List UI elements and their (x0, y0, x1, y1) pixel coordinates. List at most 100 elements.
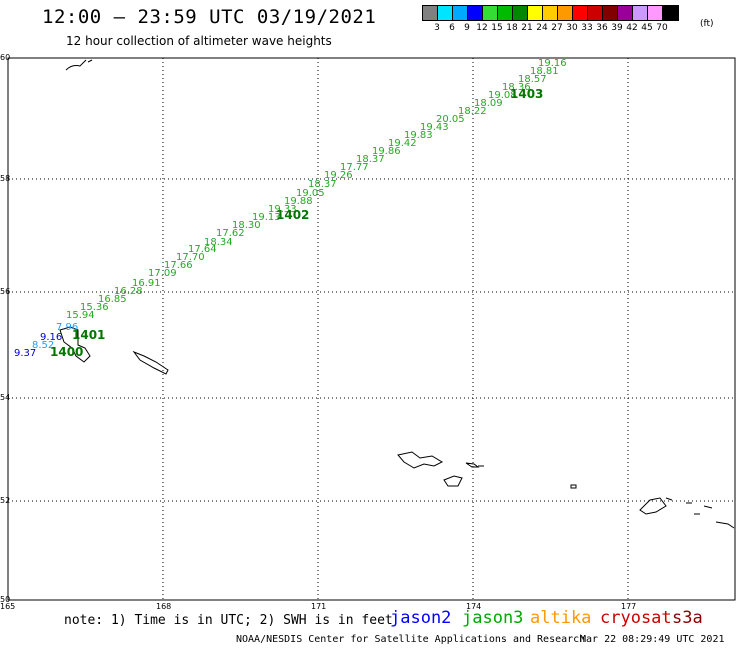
lon-tick: 171 (311, 602, 326, 611)
color-scale-swatches (422, 5, 679, 21)
color-swatch (543, 6, 558, 20)
legend-jason2: jason2 (390, 608, 452, 628)
color-swatch (423, 6, 438, 20)
legend-s3a: s3a (672, 608, 703, 628)
swh-label: 17.09 (148, 268, 177, 279)
page-subtitle: 12 hour collection of altimeter wave hei… (66, 34, 332, 48)
swh-label: 18.37 (356, 154, 385, 165)
swh-label: 19.42 (388, 138, 417, 149)
map-frame (7, 57, 736, 601)
lon-tick: 168 (156, 602, 171, 611)
color-swatch (633, 6, 648, 20)
lat-tick: 60 (0, 53, 10, 62)
swh-label: 17.64 (188, 244, 217, 255)
color-swatch (498, 6, 513, 20)
color-scale-label: 21 (521, 23, 533, 33)
legend-jason3: jason3 (462, 608, 524, 628)
kiska-island (639, 497, 673, 515)
color-scale-label: 6 (449, 23, 455, 33)
altimeter-track-labels: 19.1618.8118.5718.3619.0818.0918.2220.05… (14, 58, 567, 359)
lon-tick: 177 (621, 602, 636, 611)
swh-label: 17.62 (216, 228, 245, 239)
swh-label: 9.37 (14, 348, 36, 359)
color-scale-label: 27 (551, 23, 563, 33)
semichi-island (443, 475, 463, 487)
color-scale-label: 24 (536, 23, 548, 33)
time-label: 1403 (510, 87, 543, 101)
lat-tick: 50 (0, 595, 10, 604)
kamchatka-coast (65, 59, 93, 71)
swh-label: 7.96 (56, 322, 78, 333)
lon-tick: 165 (0, 602, 15, 611)
color-swatch (483, 6, 498, 20)
buldir-island (570, 484, 577, 489)
swh-label: 17.66 (164, 260, 193, 271)
color-swatch (573, 6, 588, 20)
swh-label: 19.33 (268, 204, 297, 215)
color-scale-label: 33 (581, 23, 593, 33)
color-scale-label: 45 (641, 23, 653, 33)
lat-tick: 54 (0, 393, 10, 402)
swh-label: 18.36 (502, 82, 531, 93)
color-scale-label: 9 (464, 23, 470, 33)
page-title: 12:00 – 23:59 UTC 03/19/2021 (42, 6, 377, 28)
color-scale-label: 39 (611, 23, 623, 33)
swh-label: 19.08 (488, 90, 517, 101)
color-swatch (603, 6, 618, 20)
legend-altika: altika (530, 608, 592, 628)
color-scale-label: 15 (491, 23, 503, 33)
color-scale-label: 42 (626, 23, 638, 33)
swh-label: 18.09 (474, 98, 503, 109)
color-scale-label: 36 (596, 23, 608, 33)
coastlines (59, 59, 735, 529)
swh-label: 19.16 (538, 58, 567, 69)
swh-label: 16.85 (98, 294, 127, 305)
color-swatch (528, 6, 543, 20)
swh-label: 18.34 (204, 237, 233, 248)
color-scale-label: 18 (506, 23, 518, 33)
swh-label: 19.43 (420, 122, 449, 133)
swh-label: 19.13 (252, 212, 281, 223)
lon-tick: 174 (466, 602, 481, 611)
color-scale-unit: (ft) (700, 19, 714, 29)
time-label: 1400 (50, 345, 83, 359)
color-scale-label: 3 (434, 23, 440, 33)
color-swatch (558, 6, 573, 20)
color-swatch (513, 6, 528, 20)
credit-line: NOAA/NESDIS Center for Satellite Applica… (236, 634, 586, 645)
color-scale-label: 70 (656, 23, 668, 33)
time-label: 1401 (72, 328, 105, 342)
footer-note: note: 1) Time is in UTC; 2) SWH is in fe… (64, 613, 393, 628)
swh-label: 19.05 (296, 188, 325, 199)
color-swatch (618, 6, 633, 20)
color-scale-labels: 3 6 9 12 15 18 21 24 27 30 33 36 39 42 45 70 (422, 21, 679, 35)
swh-label: 18.22 (458, 106, 487, 117)
lat-tick: 58 (0, 174, 10, 183)
color-swatch (468, 6, 483, 20)
swh-label: 9.16 (40, 332, 62, 343)
legend-cryosat: cryosat (600, 608, 672, 628)
swh-label: 18.37 (308, 179, 337, 190)
swh-label: 15.94 (66, 310, 95, 321)
attu-island (397, 451, 444, 469)
time-label: 1402 (276, 208, 309, 222)
swh-label: 19.83 (404, 130, 433, 141)
color-swatch (438, 6, 453, 20)
color-swatch (453, 6, 468, 20)
bering-island (59, 326, 91, 363)
swh-label: 19.86 (372, 146, 401, 157)
swh-label: 17.77 (340, 162, 369, 173)
swh-label: 8.52 (32, 340, 54, 351)
swh-label: 18.81 (530, 66, 559, 77)
color-swatch (663, 6, 678, 20)
agattu-island (465, 462, 484, 468)
swh-label: 19.88 (284, 196, 313, 207)
swh-label: 19.26 (324, 170, 353, 181)
color-scale-label: 12 (476, 23, 488, 33)
swh-label: 16.91 (132, 278, 161, 289)
swh-label: 16.28 (114, 286, 143, 297)
color-swatch (588, 6, 603, 20)
map-graticule (8, 58, 735, 600)
swh-label: 20.05 (436, 114, 465, 125)
